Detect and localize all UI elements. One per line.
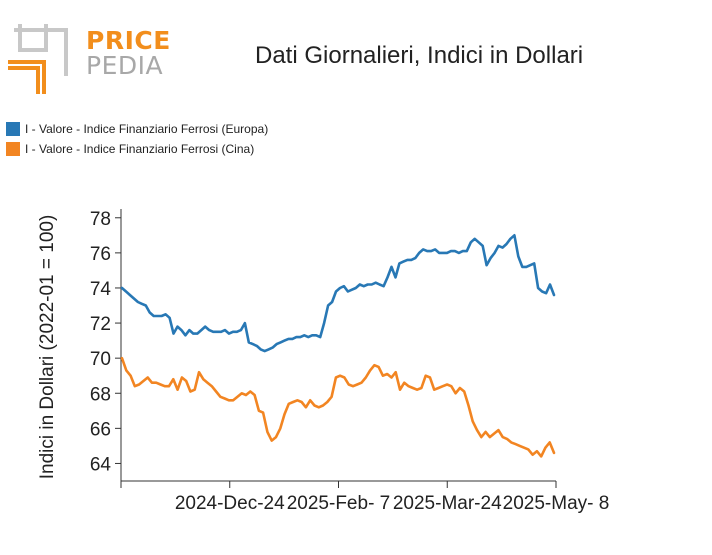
legend-swatch-cina — [6, 142, 20, 156]
y-tick-label: 66 — [90, 419, 111, 440]
legend-label-europa: I - Valore - Indice Finanziario Ferrosi … — [25, 122, 269, 136]
pricepedia-logo: PRICE PEDIA — [8, 24, 170, 94]
legend-label-cina: I - Valore - Indice Finanziario Ferrosi … — [25, 142, 255, 156]
legend-item-cina[interactable]: I - Valore - Indice Finanziario Ferrosi … — [6, 139, 268, 159]
legend: I - Valore - Indice Finanziario Ferrosi … — [6, 119, 268, 159]
y-tick-label: 76 — [90, 244, 111, 265]
y-tick-label: 72 — [90, 314, 111, 335]
logo-price-text: PRICE — [86, 26, 171, 55]
x-tick-label: 2024-Dec-24 — [175, 493, 285, 514]
y-tick-label: 74 — [90, 279, 112, 300]
y-tick-label: 64 — [90, 454, 112, 475]
logo-mark-icon — [8, 24, 68, 94]
y-tick-label: 70 — [90, 349, 111, 370]
legend-item-europa[interactable]: I - Valore - Indice Finanziario Ferrosi … — [6, 119, 268, 139]
y-axis-title: Indici in Dollari (2022-01 = 100) — [37, 215, 58, 480]
logo-pedia-text: PEDIA — [86, 51, 164, 80]
series-line-europa — [120, 234, 556, 353]
x-tick-label: 2025-Mar-24 — [393, 493, 502, 514]
series-line-cina — [120, 356, 556, 458]
y-tick-label: 68 — [90, 384, 111, 405]
y-tick-label: 78 — [90, 209, 111, 230]
x-tick-label: 2025-May- 8 — [503, 493, 610, 514]
chart-title: Dati Giornalieri, Indici in Dollari — [255, 42, 584, 69]
legend-swatch-europa — [6, 122, 20, 136]
x-tick-label: 2025-Feb- 7 — [287, 493, 391, 514]
